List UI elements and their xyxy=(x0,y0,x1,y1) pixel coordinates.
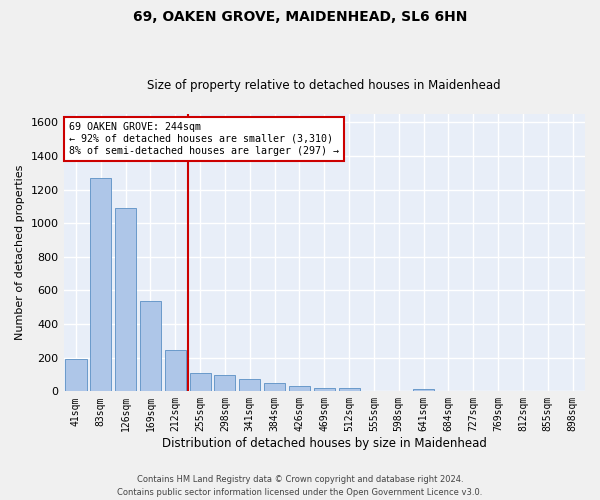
Bar xyxy=(214,374,235,392)
Bar xyxy=(338,388,359,392)
Bar xyxy=(165,350,186,392)
Bar xyxy=(314,388,335,392)
Bar xyxy=(239,378,260,392)
Bar xyxy=(289,386,310,392)
Bar xyxy=(115,208,136,392)
Title: Size of property relative to detached houses in Maidenhead: Size of property relative to detached ho… xyxy=(148,79,501,92)
Bar xyxy=(264,383,285,392)
X-axis label: Distribution of detached houses by size in Maidenhead: Distribution of detached houses by size … xyxy=(162,437,487,450)
Bar xyxy=(90,178,112,392)
Bar xyxy=(140,300,161,392)
Bar xyxy=(65,359,86,392)
Text: 69, OAKEN GROVE, MAIDENHEAD, SL6 6HN: 69, OAKEN GROVE, MAIDENHEAD, SL6 6HN xyxy=(133,10,467,24)
Bar xyxy=(190,373,211,392)
Text: 69 OAKEN GROVE: 244sqm
← 92% of detached houses are smaller (3,310)
8% of semi-d: 69 OAKEN GROVE: 244sqm ← 92% of detached… xyxy=(69,122,339,156)
Y-axis label: Number of detached properties: Number of detached properties xyxy=(15,165,25,340)
Bar xyxy=(413,389,434,392)
Text: Contains HM Land Registry data © Crown copyright and database right 2024.
Contai: Contains HM Land Registry data © Crown c… xyxy=(118,476,482,497)
